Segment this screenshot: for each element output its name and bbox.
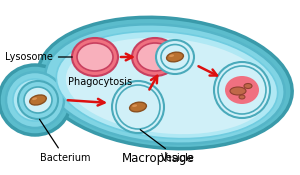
Ellipse shape [45,24,285,144]
Ellipse shape [72,38,118,76]
Ellipse shape [18,81,58,119]
Ellipse shape [66,38,270,134]
Ellipse shape [137,43,173,71]
Text: Vesicle: Vesicle [140,130,195,163]
Ellipse shape [132,38,178,76]
Ellipse shape [225,76,259,104]
Ellipse shape [56,31,278,139]
Ellipse shape [13,79,57,121]
Ellipse shape [30,95,46,105]
Ellipse shape [0,65,71,135]
Ellipse shape [244,83,252,89]
Text: Bacterium: Bacterium [40,119,90,163]
Text: Phagocytosis: Phagocytosis [68,77,132,87]
Ellipse shape [116,85,160,129]
Ellipse shape [38,17,292,149]
Text: Lysosome: Lysosome [5,52,72,62]
Ellipse shape [132,104,137,107]
Ellipse shape [32,97,37,100]
Ellipse shape [77,43,113,71]
Ellipse shape [239,95,245,99]
Ellipse shape [19,85,51,115]
Ellipse shape [161,44,189,69]
Ellipse shape [167,52,183,62]
Ellipse shape [24,87,52,113]
Text: Macrophage: Macrophage [122,152,194,165]
Ellipse shape [214,62,270,118]
Ellipse shape [218,66,266,114]
Ellipse shape [169,54,174,57]
Ellipse shape [6,72,64,128]
Ellipse shape [230,87,246,95]
Ellipse shape [156,40,194,74]
Ellipse shape [130,102,146,112]
Ellipse shape [112,81,164,133]
